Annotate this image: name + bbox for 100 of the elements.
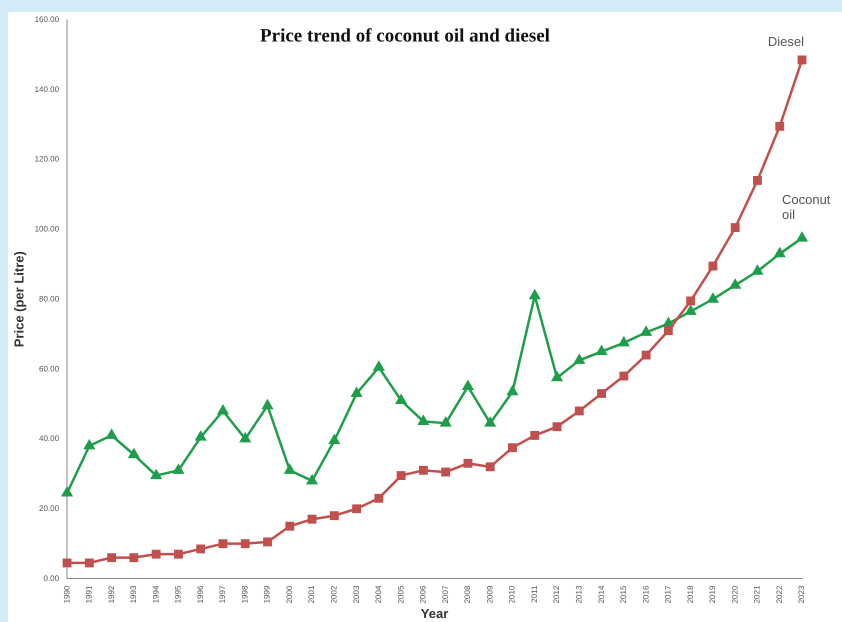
x-tick-label: 2010 [508, 585, 517, 604]
x-tick-label: 1996 [196, 585, 205, 604]
point [708, 262, 718, 270]
point [596, 346, 607, 356]
point [574, 354, 584, 364]
point [796, 232, 808, 242]
point [708, 293, 718, 303]
x-tick-label: 2021 [752, 585, 762, 604]
point [798, 56, 806, 64]
point [107, 553, 116, 562]
point [396, 471, 406, 480]
x-tick-label: 2016 [641, 585, 650, 604]
point [530, 290, 540, 300]
point [330, 511, 339, 520]
series-label: Coconut oil [782, 192, 831, 222]
point [775, 122, 784, 131]
point [62, 558, 72, 568]
point [352, 504, 362, 514]
y-tick-label: 0.00 [43, 574, 60, 583]
point [664, 326, 673, 336]
x-tick-label: 1995 [174, 585, 183, 604]
x-tick-label: 2015 [619, 585, 628, 604]
point [486, 462, 495, 472]
point [240, 433, 250, 442]
x-tick-label: 2014 [596, 585, 606, 604]
point [240, 539, 250, 548]
x-tick-label: 2004 [374, 585, 384, 604]
x-tick-label: 2011 [530, 585, 539, 603]
point [128, 448, 140, 458]
point [129, 553, 138, 562]
x-tick-label: 1990 [62, 585, 72, 604]
y-tick-label: 80.00 [39, 294, 60, 304]
x-tick-label: 2012 [552, 585, 562, 604]
point [329, 434, 340, 444]
point [284, 464, 295, 474]
x-tick-label: 2002 [330, 585, 339, 604]
point [618, 337, 629, 346]
x-tick-label: 2020 [730, 585, 740, 604]
series-label: Diesel [768, 34, 804, 49]
x-tick-label: 2005 [396, 585, 406, 604]
point [440, 417, 451, 427]
x-tick-label: 2000 [284, 585, 294, 604]
x-tick-label: 2007 [440, 585, 450, 604]
point [753, 176, 762, 185]
x-tick-label: 1992 [106, 585, 116, 604]
point [640, 326, 652, 336]
point [752, 266, 763, 275]
y-tick-label: 40.00 [39, 434, 60, 444]
point [62, 487, 72, 497]
chart-title: Price trend of coconut oil and diesel [260, 25, 550, 46]
point [597, 389, 606, 398]
point [173, 464, 184, 474]
point [441, 468, 450, 477]
point [462, 380, 474, 390]
point [686, 296, 696, 306]
point [530, 430, 540, 440]
y-tick-label: 20.00 [39, 504, 60, 513]
point [218, 405, 228, 414]
point [418, 416, 429, 425]
point [507, 386, 518, 396]
point [84, 558, 94, 568]
x-tick-label: 1998 [240, 585, 250, 604]
x-tick-label: 2008 [463, 585, 472, 604]
point [262, 400, 273, 410]
point [351, 388, 362, 397]
point [552, 422, 562, 432]
point [774, 248, 785, 258]
point [84, 440, 94, 450]
x-tick-label: 2001 [307, 585, 316, 604]
point [196, 544, 206, 554]
point [642, 350, 651, 360]
point [730, 223, 740, 232]
y-tick-label: 120.00 [34, 154, 60, 164]
y-tick-label: 140.00 [34, 84, 60, 94]
point [396, 394, 406, 404]
point [619, 372, 628, 380]
x-tick-label: 1993 [129, 585, 138, 604]
x-tick-label: 2018 [686, 585, 695, 604]
point [285, 522, 294, 531]
point [374, 362, 384, 371]
x-tick-label: 1991 [84, 585, 94, 604]
point [151, 470, 162, 480]
y-tick-label: 100.00 [34, 224, 60, 234]
point [508, 443, 517, 452]
point [106, 430, 117, 439]
point [574, 406, 584, 416]
point [152, 550, 161, 559]
y-tick-label: 60.00 [39, 364, 60, 374]
point [552, 372, 562, 382]
x-tick-label: 1997 [218, 585, 228, 604]
point [308, 514, 316, 524]
y-axis-title: Price (per Litre) [11, 251, 26, 348]
x-tick-label: 2003 [352, 585, 361, 604]
x-tick-label: 2009 [485, 585, 494, 604]
x-tick-label: 2017 [664, 585, 673, 604]
point [485, 417, 496, 427]
x-tick-label: 2019 [708, 585, 718, 604]
x-axis-title: Year [420, 606, 448, 621]
x-tick-label: 1999 [262, 585, 272, 604]
x-tick-label: 2022 [774, 585, 784, 604]
